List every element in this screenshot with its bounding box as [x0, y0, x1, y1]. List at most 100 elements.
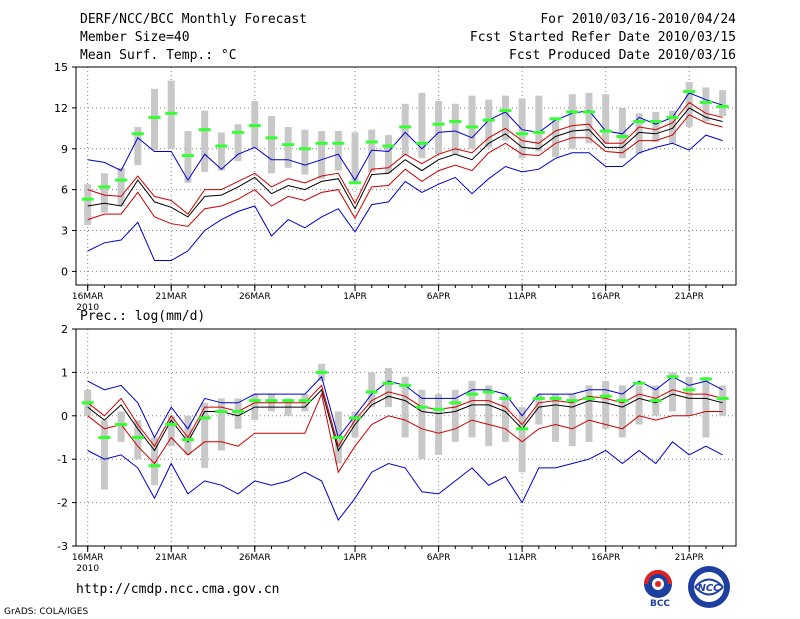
spread-box: [618, 107, 626, 159]
median-marker: [482, 118, 495, 122]
median-marker: [215, 409, 228, 413]
spread-box: [151, 437, 159, 486]
median-marker: [382, 381, 395, 385]
median-marker: [716, 396, 729, 400]
fcst-produced-label: Fcst Produced Date 2010/03/16: [509, 48, 736, 63]
spread-box: [368, 372, 376, 408]
inner-high-line: [87, 101, 723, 215]
year-label: 2010: [76, 303, 99, 313]
median-marker: [298, 147, 311, 151]
spread-box: [418, 92, 426, 159]
outer-low-line: [87, 441, 723, 521]
spread-box: [585, 92, 593, 144]
x-tick-label: 16APR: [591, 292, 620, 302]
spread-box: [451, 103, 459, 155]
y-tick-label: -3: [57, 540, 68, 553]
spread-box: [468, 381, 476, 438]
median-marker: [198, 416, 211, 420]
median-marker: [282, 143, 295, 147]
median-marker: [666, 115, 679, 119]
median-marker: [449, 120, 462, 123]
x-tick-label: 6APR: [427, 553, 451, 563]
y-tick-label: 3: [61, 225, 68, 238]
spread-box: [518, 98, 526, 159]
median-marker: [516, 132, 529, 136]
x-tick-label: 6APR: [427, 292, 451, 302]
spread-box: [635, 385, 643, 425]
median-marker: [683, 90, 696, 94]
forecast-range-label: For 2010/03/16-2010/04/24: [540, 12, 736, 27]
median-marker: [466, 392, 478, 396]
median-marker: [349, 181, 362, 185]
source-url: http://cmdp.ncc.cma.gov.cn: [76, 582, 280, 597]
temperature-panel-title: Mean Surf. Temp.: °C: [80, 48, 237, 63]
median-marker: [566, 399, 579, 403]
member-size-label: Member Size=40: [80, 30, 190, 45]
median-marker: [315, 141, 328, 145]
spread-box: [117, 167, 125, 206]
x-tick-label: 21MAR: [155, 292, 187, 302]
median-marker: [633, 381, 646, 385]
bcc-logo-text: BCC: [650, 599, 670, 608]
median-marker: [315, 370, 328, 374]
plot-frame: [75, 328, 737, 547]
x-tick-label: 16APR: [591, 553, 620, 563]
spread-box: [84, 184, 92, 226]
median-marker: [566, 110, 579, 114]
median-marker: [549, 396, 562, 400]
precipitation-panel: -3 -2 -1 0 1 2 16MAR 21MAR 26MAR 1APR 6APR 11APR 16A…: [57, 323, 737, 574]
median-marker: [232, 130, 245, 134]
spread-box: [552, 118, 560, 157]
median-marker: [699, 377, 712, 381]
outer-low-line: [87, 134, 723, 261]
y-tick-label: 2: [61, 323, 68, 336]
median-marker: [649, 399, 662, 403]
spread-box: [217, 398, 225, 451]
median-marker: [265, 136, 278, 140]
median-marker: [115, 178, 128, 182]
median-marker: [98, 436, 111, 439]
y-tick-label: -2: [57, 497, 68, 510]
median-marker: [332, 436, 345, 439]
bcc-logo: BCC: [640, 568, 684, 612]
median-marker: [131, 436, 144, 439]
spread-box: [301, 129, 309, 175]
median-marker: [399, 125, 412, 129]
spread-box: [568, 394, 576, 447]
median-marker: [131, 132, 144, 136]
x-tick-label: 16MAR: [72, 292, 104, 302]
median-marker: [582, 110, 595, 114]
median-marker: [432, 122, 445, 126]
median-marker: [399, 383, 412, 387]
y-tick-label: -1: [57, 453, 68, 466]
median-marker: [115, 422, 128, 426]
median-marker: [633, 120, 646, 123]
median-marker: [332, 141, 345, 145]
x-tick-label: 26MAR: [239, 553, 271, 563]
precipitation-panel-title: Prec.: log(mm/d): [80, 309, 206, 324]
x-tick-label: 21MAR: [155, 553, 187, 563]
median-marker: [98, 185, 111, 189]
median-marker: [499, 396, 512, 400]
y-tick-label: 0: [61, 410, 68, 423]
spread-box: [234, 398, 242, 429]
spread-box: [201, 402, 209, 468]
median-marker: [148, 464, 161, 468]
median-marker: [81, 197, 94, 201]
spread-box: [435, 101, 443, 155]
y-tick-label: 15: [54, 61, 68, 74]
median-marker: [81, 401, 94, 405]
y-tick-label: 0: [61, 265, 68, 278]
median-marker: [198, 128, 211, 132]
x-tick-label: 1APR: [343, 553, 367, 563]
spread-box: [652, 111, 660, 142]
median-marker: [649, 120, 662, 123]
median-marker: [415, 141, 428, 145]
plot-frame: [75, 66, 737, 286]
spread-box: [618, 385, 626, 438]
ncc-logo: NCC: [686, 564, 732, 614]
year-label: 2010: [76, 564, 99, 574]
inner-low-line: [87, 114, 723, 227]
spread-box: [552, 394, 560, 442]
spread-box: [685, 81, 693, 127]
